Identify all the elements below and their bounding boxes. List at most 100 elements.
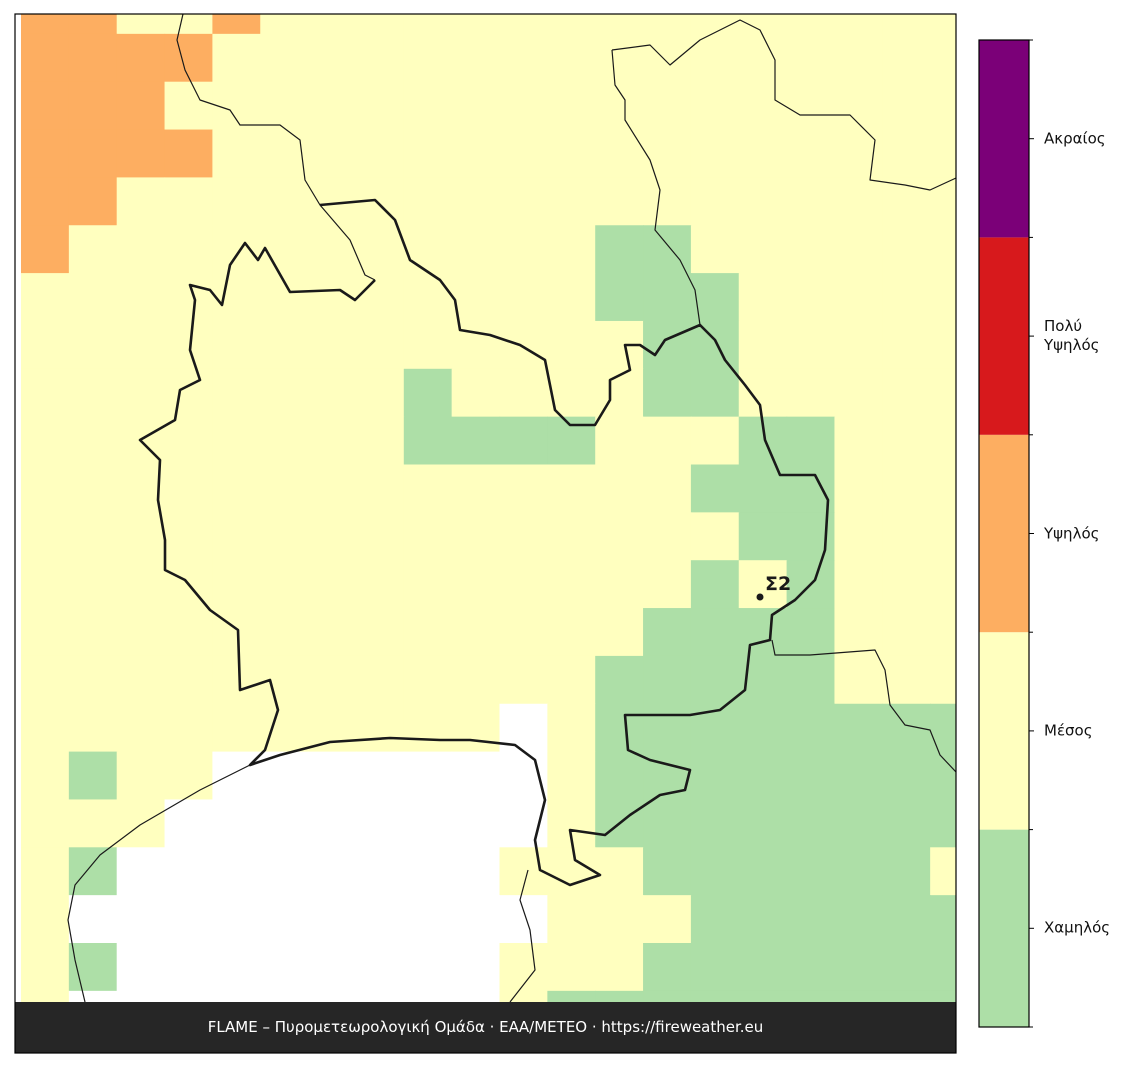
grid-cell bbox=[882, 655, 931, 705]
grid-cell bbox=[212, 560, 261, 609]
grid-cell bbox=[930, 416, 956, 466]
grid-cell bbox=[116, 751, 166, 801]
grid-cell bbox=[690, 14, 740, 35]
grid-cell bbox=[308, 464, 357, 513]
grid-cell bbox=[499, 225, 548, 274]
grid-cell bbox=[834, 655, 883, 705]
grid-cell bbox=[595, 14, 644, 35]
grid-cell bbox=[451, 943, 501, 992]
grid-cell bbox=[690, 655, 740, 705]
grid-cell bbox=[882, 33, 931, 83]
grid-cell bbox=[930, 33, 956, 83]
grid-cell bbox=[308, 847, 357, 896]
grid-cell bbox=[834, 799, 883, 848]
grid-cell bbox=[882, 895, 931, 944]
grid-cell bbox=[882, 273, 931, 322]
grid-cell bbox=[21, 129, 70, 178]
grid-cell bbox=[690, 847, 740, 896]
grid-cell bbox=[68, 177, 118, 226]
map-frame bbox=[14, 13, 957, 1054]
grid-cell bbox=[164, 847, 213, 896]
grid-cell bbox=[403, 14, 453, 35]
grid-cell bbox=[260, 177, 309, 226]
grid-cell bbox=[355, 895, 405, 944]
grid-cell bbox=[212, 416, 261, 466]
station-label: Σ2 bbox=[765, 573, 791, 595]
grid-cell bbox=[116, 14, 166, 35]
grid-cell bbox=[547, 703, 596, 753]
grid-cell bbox=[930, 177, 956, 226]
grid-cell bbox=[499, 273, 548, 322]
grid-cell bbox=[882, 368, 931, 418]
grid-cell bbox=[690, 368, 740, 418]
grid-cell bbox=[930, 847, 956, 896]
grid-cell bbox=[499, 81, 548, 131]
grid-cell bbox=[690, 225, 740, 274]
grid-cell bbox=[164, 33, 213, 83]
colorbar-frame bbox=[978, 39, 1030, 1028]
grid-cell bbox=[403, 751, 453, 801]
grid-cell bbox=[164, 751, 213, 801]
grid-cell bbox=[21, 320, 70, 370]
grid-cell bbox=[21, 225, 70, 274]
grid-cell bbox=[21, 751, 70, 801]
grid-cell bbox=[930, 990, 956, 1002]
grid-cell bbox=[116, 33, 166, 83]
grid-cell bbox=[21, 177, 70, 226]
grid-cell bbox=[499, 14, 548, 35]
grid-cell bbox=[308, 512, 357, 561]
grid-cell bbox=[834, 14, 883, 35]
grid-cell bbox=[786, 703, 836, 753]
grid-cell bbox=[882, 416, 931, 466]
grid-cell bbox=[834, 990, 883, 1002]
grid-cell bbox=[403, 847, 453, 896]
grid-cell bbox=[68, 608, 118, 657]
grid-cell bbox=[547, 320, 596, 370]
grid-cell bbox=[882, 560, 931, 609]
grid-cell bbox=[308, 33, 357, 83]
grid-cell bbox=[308, 368, 357, 418]
grid-cell bbox=[403, 608, 453, 657]
grid-cell bbox=[68, 273, 118, 322]
grid-cell bbox=[643, 847, 692, 896]
grid-cell bbox=[547, 751, 596, 801]
grid-cell bbox=[690, 320, 740, 370]
grid-cell bbox=[164, 273, 213, 322]
grid-cell bbox=[834, 368, 883, 418]
grid-cell bbox=[403, 799, 453, 848]
grid-cell bbox=[260, 129, 309, 178]
grid-cell bbox=[738, 273, 788, 322]
grid-cell bbox=[499, 608, 548, 657]
colorbar-label: Χαμηλός bbox=[1044, 918, 1111, 937]
colorbar-label: Πολύ Υψηλός bbox=[1044, 317, 1100, 355]
grid-cell bbox=[547, 608, 596, 657]
grid-cell bbox=[355, 416, 405, 466]
grid-cell bbox=[403, 273, 453, 322]
grid-cell bbox=[21, 512, 70, 561]
grid-cell bbox=[116, 608, 166, 657]
grid-cell bbox=[403, 416, 453, 466]
grid-cell bbox=[834, 273, 883, 322]
grid-cell bbox=[68, 703, 118, 753]
grid-cell bbox=[21, 990, 70, 1002]
grid-cell bbox=[355, 799, 405, 848]
grid-cell bbox=[68, 895, 118, 944]
grid-cell bbox=[595, 560, 644, 609]
grid-cell bbox=[930, 273, 956, 322]
grid-cell bbox=[690, 560, 740, 609]
grid-cell bbox=[355, 608, 405, 657]
grid-cell bbox=[355, 14, 405, 35]
grid-cell bbox=[212, 14, 261, 35]
grid-cell bbox=[260, 799, 309, 848]
grid-cell bbox=[116, 273, 166, 322]
grid-cell bbox=[68, 560, 118, 609]
grid-cell bbox=[164, 81, 213, 131]
grid-cell bbox=[595, 81, 644, 131]
grid-cell bbox=[403, 990, 453, 1002]
grid-cell bbox=[738, 368, 788, 418]
grid-cell bbox=[308, 14, 357, 35]
grid-cell bbox=[355, 703, 405, 753]
grid-cell bbox=[786, 14, 836, 35]
grid-cell bbox=[403, 225, 453, 274]
